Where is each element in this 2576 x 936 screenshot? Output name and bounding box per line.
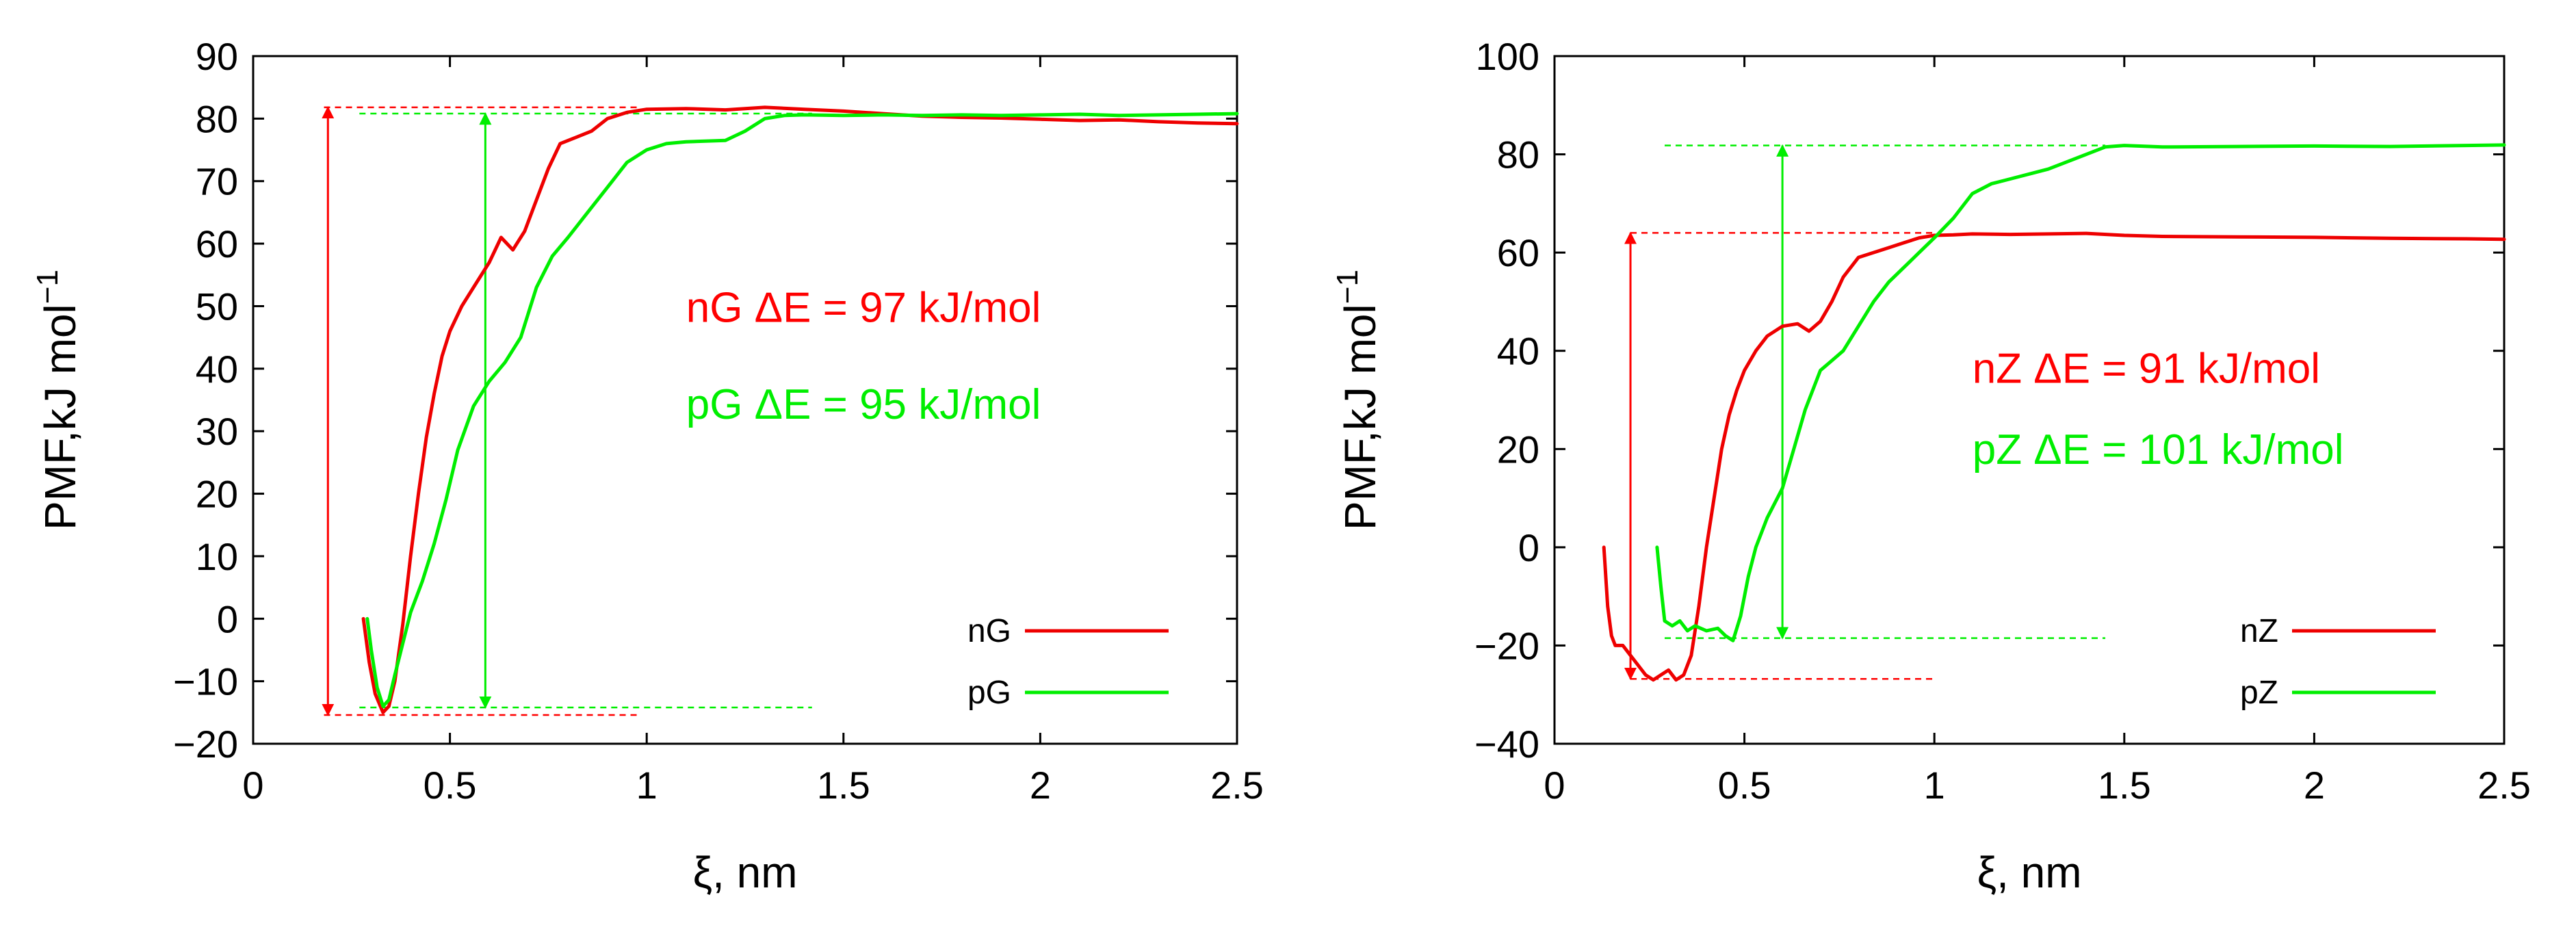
y-tick-label: 90 [196, 35, 238, 78]
x-tick-label: 1.5 [817, 764, 870, 807]
y-tick-label: 80 [196, 97, 238, 140]
x-tick-label: 2 [2304, 764, 2325, 807]
legend-label-pZ: pZ [2240, 675, 2278, 711]
y-tick-label: 80 [1497, 133, 1539, 177]
y-tick-label: 20 [196, 473, 238, 516]
y-tick-label: 60 [1497, 231, 1539, 274]
plot-frame [252, 55, 1238, 745]
delta-e-annotation: nG ΔE = 97 kJ/mol [686, 284, 1041, 331]
y-tick-label: 0 [217, 597, 238, 640]
y-tick-label: 60 [196, 222, 238, 265]
delta-e-annotation: pZ ΔE = 101 kJ/mol [1973, 426, 2344, 473]
x-tick-label: 1.5 [2098, 764, 2151, 807]
legend-label-nG: nG [967, 613, 1011, 649]
x-axis-label: ξ, nm [1977, 848, 2081, 897]
plot-frame [1553, 55, 2506, 745]
y-tick-label: 50 [196, 285, 238, 328]
x-tick-label: 0 [1544, 764, 1565, 807]
y-axis-label-superscript: −1 [1331, 270, 1364, 304]
y-tick-label: 100 [1476, 35, 1539, 78]
series-line-nG [361, 105, 1239, 714]
y-tick-label: 30 [196, 410, 238, 453]
y-tick-label: 40 [196, 348, 238, 391]
x-tick-label: 2.5 [2477, 764, 2531, 807]
x-axis-label: ξ, nm [692, 848, 797, 897]
y-axis-label-text: PMF,kJ mol [1336, 304, 1385, 530]
y-axis-label: PMF,kJ mol−1 [31, 270, 85, 530]
y-axis-label-superscript: −1 [31, 270, 64, 304]
y-tick-label: 20 [1497, 428, 1539, 471]
x-tick-label: 0.5 [424, 764, 477, 807]
chart-panel-right: −40 −20 0 20 40 60 80 100 0 0.5 1 1.5 2 2.5 ξ, nm PMF,k… [1331, 35, 2531, 897]
delta-e-annotation: pG ΔE = 95 kJ/mol [686, 381, 1041, 428]
series-line-nZ [1602, 231, 2506, 682]
y-tick-label: −20 [1474, 624, 1539, 667]
x-tick-label: 0.5 [1718, 764, 1771, 807]
y-tick-label: −40 [1474, 723, 1539, 766]
x-tick-label: 2 [1030, 764, 1051, 807]
series-line-pG [365, 112, 1239, 708]
delta-e-annotation: nZ ΔE = 91 kJ/mol [1973, 345, 2320, 392]
legend-label-nZ: nZ [2240, 613, 2278, 649]
y-axis-label: PMF,kJ mol−1 [1331, 270, 1385, 530]
y-axis-label-text: PMF,kJ mol [36, 304, 85, 530]
y-tick-label: 0 [1518, 526, 1539, 569]
x-tick-label: 2.5 [1210, 764, 1264, 807]
legend-label-pG: pG [967, 675, 1011, 711]
chart-panel-left: −20 −10 0 10 20 30 40 50 60 70 80 90 0 0.5 1 1.5 2 2.5 ξ, … [31, 35, 1264, 897]
x-tick-label: 1 [636, 764, 658, 807]
x-tick-label: 1 [1924, 764, 1945, 807]
y-tick-label: −10 [173, 660, 238, 703]
y-tick-label: −20 [173, 723, 238, 766]
y-tick-label: 40 [1497, 330, 1539, 373]
y-tick-label: 10 [196, 535, 238, 578]
y-tick-label: 70 [196, 160, 238, 203]
series-line-pZ [1655, 143, 2506, 642]
x-tick-label: 0 [242, 764, 263, 807]
